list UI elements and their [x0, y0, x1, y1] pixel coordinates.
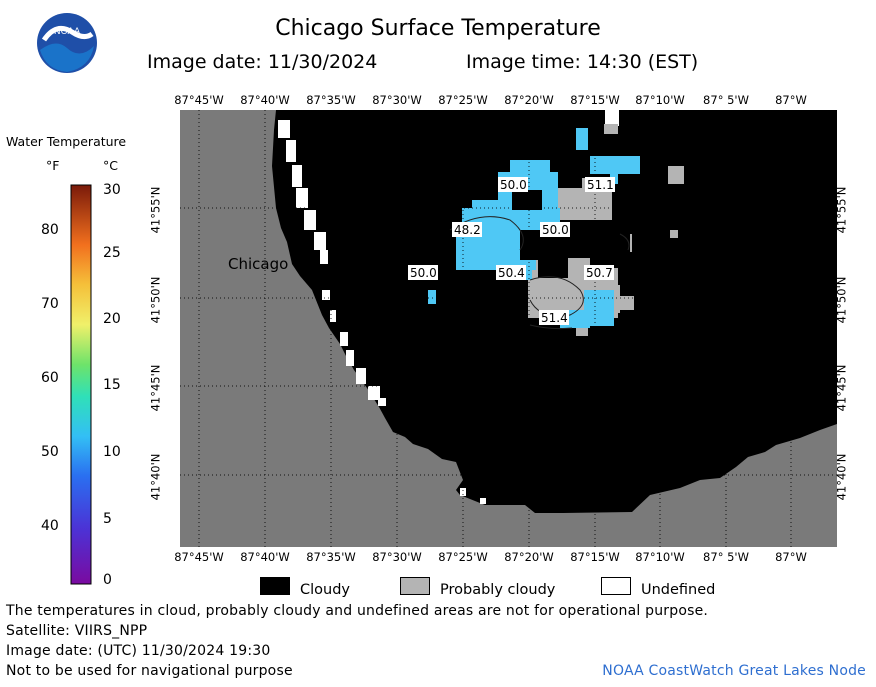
temp-label: 50.4: [498, 266, 525, 280]
left-tick: 41°40'N: [148, 453, 163, 501]
unit-celsius: °C: [103, 158, 118, 173]
celsius-tick: 10: [103, 444, 121, 460]
temp-label: 50.0: [500, 178, 527, 192]
bottom-tick: 87°25'W: [438, 550, 488, 564]
left-tick: 41°50'N: [148, 276, 163, 324]
top-tick: 87° 5'W: [703, 93, 749, 107]
celsius-tick: 15: [103, 377, 121, 393]
bottom-tick: 87°30'W: [372, 550, 422, 564]
bottom-tick: 87°10'W: [635, 550, 685, 564]
probably-cloudy-label: Probably cloudy: [440, 582, 556, 598]
disclaimer-text: The temperatures in cloud, probably clou…: [6, 603, 709, 619]
top-tick: 87°15'W: [570, 93, 620, 107]
credit-text: NOAA CoastWatch Great Lakes Node: [602, 663, 866, 679]
probably-cloudy-swatch: [400, 577, 430, 595]
right-tick: 41°55'N: [834, 186, 849, 234]
fahrenheit-tick: 60: [41, 370, 59, 386]
top-tick: 87°25'W: [438, 93, 488, 107]
image-date: Image date: 11/30/2024: [147, 51, 378, 73]
top-tick: 87°30'W: [372, 93, 422, 107]
bottom-tick: 87°45'W: [174, 550, 224, 564]
page-title: Chicago Surface Temperature: [275, 16, 601, 41]
celsius-tick: 30: [103, 182, 121, 198]
unit-fahrenheit: °F: [46, 158, 60, 173]
bottom-tick: 87°40'W: [240, 550, 290, 564]
fahrenheit-tick: 50: [41, 444, 59, 460]
satellite-text: Satellite: VIIRS_NPP: [6, 623, 148, 639]
bottom-tick: 87°35'W: [306, 550, 356, 564]
fahrenheit-tick: 70: [41, 296, 59, 312]
undefined-swatch: [601, 577, 631, 595]
left-tick: 41°45'N: [148, 364, 163, 412]
fahrenheit-tick: 80: [41, 222, 59, 238]
cloudy-label: Cloudy: [300, 582, 350, 598]
color-scale-bar: [70, 184, 92, 585]
temp-label: 50.0: [542, 223, 569, 237]
temp-label: 48.2: [454, 223, 481, 237]
bottom-tick: 87°W: [775, 550, 807, 564]
sst-map: Chicago 50.0 51.1 48.2 50.0 50.0 50.4 50…: [180, 110, 837, 547]
celsius-tick: 20: [103, 311, 121, 327]
top-tick: 87°20'W: [504, 93, 554, 107]
celsius-tick: 5: [103, 511, 112, 527]
legend-title: Water Temperature: [6, 134, 127, 149]
temp-label: 50.0: [410, 266, 437, 280]
temp-label: 51.1: [587, 178, 614, 192]
utc-date-text: Image date: (UTC) 11/30/2024 19:30: [6, 643, 271, 659]
chicago-marker: [297, 244, 307, 254]
fahrenheit-tick: 40: [41, 518, 59, 534]
bottom-tick: 87° 5'W: [703, 550, 749, 564]
undefined-label: Undefined: [641, 582, 716, 598]
city-label: Chicago: [228, 255, 288, 273]
image-time: Image time: 14:30 (EST): [466, 51, 699, 73]
right-tick: 41°45'N: [834, 364, 849, 412]
noaa-logo-text: NOAA: [54, 27, 81, 37]
top-tick: 87°35'W: [306, 93, 356, 107]
temp-label: 50.7: [586, 266, 613, 280]
top-tick: 87°W: [775, 93, 807, 107]
undefined-areas: [278, 110, 619, 504]
temp-label: 51.4: [541, 311, 568, 325]
left-tick: 41°55'N: [148, 186, 163, 234]
top-tick: 87°40'W: [240, 93, 290, 107]
navigation-warning: Not to be used for navigational purpose: [6, 663, 293, 679]
noaa-logo: NOAA: [37, 13, 97, 73]
cloudy-swatch: [260, 577, 290, 595]
top-tick: 87°10'W: [635, 93, 685, 107]
celsius-tick: 25: [103, 245, 121, 261]
celsius-tick: 0: [103, 572, 112, 588]
right-tick: 41°40'N: [834, 453, 849, 501]
bottom-tick: 87°20'W: [504, 550, 554, 564]
top-tick: 87°45'W: [174, 93, 224, 107]
bottom-tick: 87°15'W: [570, 550, 620, 564]
right-tick: 41°50'N: [834, 276, 849, 324]
